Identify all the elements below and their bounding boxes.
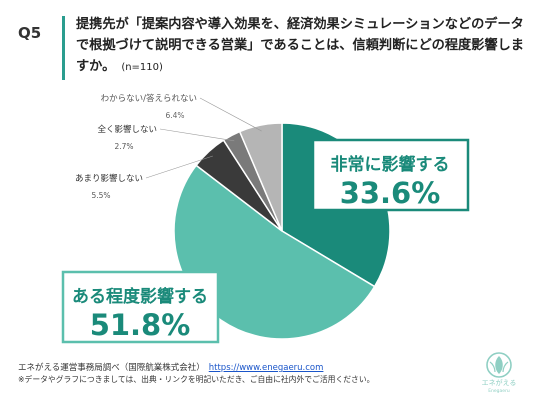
leader-lines: [145, 97, 262, 179]
slice-dontknow: [238, 122, 283, 232]
label-none: 全く影響しない: [97, 124, 157, 135]
label-somewhat: ある程度影響する: [72, 286, 208, 307]
question-body: 提携先が「提案内容や導入効果を、経済効果シミュレーションなどのデータで根拠づけて…: [76, 17, 524, 74]
source-text: エネがえる運営事務局調べ（国際航業株式会社）: [18, 363, 205, 373]
sample-size: (n=110): [121, 62, 163, 73]
value-somewhat: 51.8%: [90, 308, 191, 342]
source-link[interactable]: https://www.enegaeru.com: [208, 363, 324, 373]
callout-very-much-box: [311, 138, 470, 212]
label-little: あまり影響しない: [75, 173, 143, 184]
value-none: 2.7%: [114, 142, 133, 151]
logo-name: エネがえる: [482, 378, 517, 387]
value-very-much: 33.6%: [340, 176, 441, 210]
logo-sub: Enegaeru: [488, 388, 510, 394]
enegaeru-logo: エネがえる Enegaeru: [482, 352, 517, 394]
value-dontknow: 6.4%: [165, 111, 184, 120]
slice-somewhat: [173, 164, 376, 340]
callout-somewhat-box: [61, 270, 220, 344]
leader-line: [159, 128, 235, 142]
pie-slices: [173, 122, 391, 340]
leader-line: [199, 97, 262, 132]
label-very-much: 非常に影響する: [331, 154, 450, 175]
leader-line: [145, 155, 213, 179]
question-accent-bar: [62, 16, 65, 80]
footer: エネがえる運営事務局調べ（国際航業株式会社） https://www.enegae…: [18, 362, 374, 386]
usage-note: ※データやグラフにつきましては、出典・リンクを明記いただき、ご自由に社内外でご活…: [18, 375, 375, 384]
question-text: 提携先が「提案内容や導入効果を、経済効果シミュレーションなどのデータで根拠づけて…: [76, 14, 526, 78]
label-dontknow: わからない/答えられない: [101, 93, 197, 104]
question-number: Q5: [18, 24, 42, 42]
value-little: 5.5%: [91, 191, 110, 200]
